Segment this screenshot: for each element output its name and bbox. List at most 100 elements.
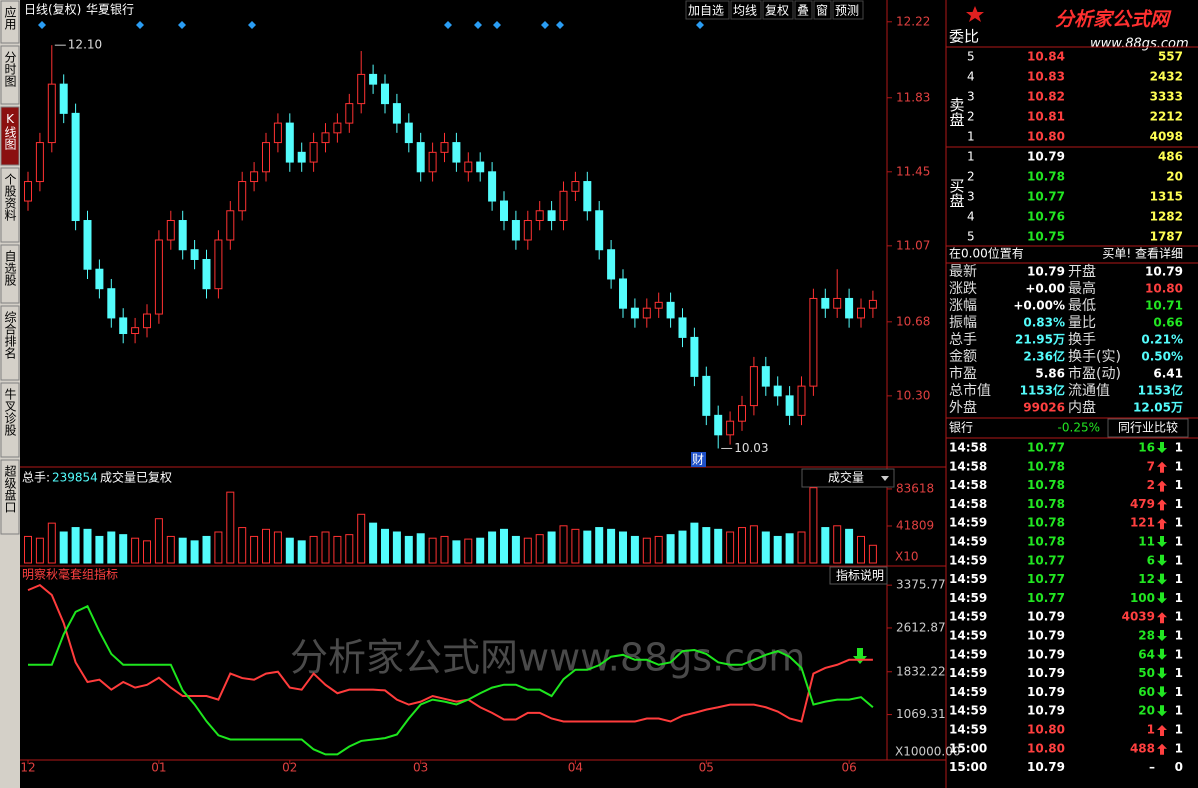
compare-label[interactable]: 同行业比较 [1118,420,1178,435]
book-price: 10.78 [1027,170,1065,184]
sidebar-tab-label[interactable]: 个股资料 [3,173,17,221]
sidebar-tab-label[interactable]: 超级盘口 [3,464,17,513]
toolbar-button-label[interactable]: 加自选 [688,4,724,18]
sidebar-tab[interactable] [0,305,20,381]
toolbar-button[interactable] [762,0,794,20]
tick-arrow-down [1157,667,1167,679]
sidebar-tab[interactable] [0,106,20,166]
stat-value: 6.41 [1153,367,1183,381]
book-volume: 4098 [1150,130,1183,144]
sidebar-tab[interactable] [0,0,20,44]
tick-time: 14:58 [949,441,987,455]
toolbar-button[interactable] [832,0,864,20]
annotation-label: 12.10 [68,38,102,52]
event-icon[interactable] [493,21,501,29]
candle-body [678,317,687,338]
y-tick-label: 1069.31 [896,707,946,721]
volume-bar [583,530,592,564]
sidebar-tab[interactable] [0,244,20,304]
toolbar-button-label[interactable]: 预测 [835,4,859,18]
event-icon[interactable] [474,21,482,29]
stat-label: 市盈(动) [1068,365,1121,382]
candle-body [666,301,675,319]
event-icon[interactable] [178,21,186,29]
candle-body [369,73,378,85]
favorite-star[interactable] [966,6,984,22]
toolbar-button-label[interactable]: 窗 [816,4,828,18]
tick-volume: 60 [1138,685,1155,699]
volume-bar [59,531,68,564]
indicator-help-button[interactable] [829,566,888,585]
candle-body [166,220,175,241]
book-level: 5 [967,230,975,244]
sidebar-tab[interactable] [0,382,20,458]
candle-body [297,151,306,163]
sidebar-tab-label[interactable]: 分时图 [3,51,17,87]
candle-body [71,112,80,222]
stat-label: 换手 [1068,331,1096,348]
toolbar-button-label[interactable]: 均线 [733,4,757,18]
sidebar-tab-label[interactable]: 牛叉诊股 [3,387,17,437]
event-marker-box[interactable] [691,452,706,467]
tick-price: 10.80 [1027,723,1065,737]
indicator-help-label[interactable]: 指标说明 [836,568,884,583]
stat-value: 2.36亿 [1023,349,1065,364]
toolbar-button[interactable] [685,0,730,20]
candle-body [250,171,259,183]
compare-button[interactable] [1107,418,1189,438]
notice-link[interactable]: 买单! 查看详细 [1102,246,1183,261]
candle-body [273,122,282,144]
sidebar-tab-label[interactable]: 自选股 [3,250,17,287]
toolbar-button[interactable] [730,0,762,20]
volume-bar [250,535,259,564]
book-level: 2 [967,110,975,124]
event-icon[interactable] [38,21,46,29]
book-volume: 1282 [1150,210,1183,224]
book-level: 4 [967,210,975,224]
tick-arrow-down [1157,442,1167,453]
toolbar-button[interactable] [794,0,813,20]
volume-bar [35,537,44,564]
event-marker[interactable]: 财 [692,453,704,467]
book-price: 10.75 [1027,230,1065,244]
tick-price: 10.78 [1027,516,1065,530]
event-icon[interactable] [556,21,564,29]
candle-body [630,307,639,319]
candle-body [535,210,544,222]
tick-time: 14:58 [949,459,987,473]
volume-bar [714,528,723,564]
stat-label: 总市值 [949,382,991,399]
volume-selector[interactable] [801,468,895,488]
event-icon[interactable] [136,21,144,29]
toolbar-button-label[interactable]: 叠 [797,4,809,18]
event-icon[interactable] [248,21,256,29]
candle-body [24,181,32,202]
event-icon[interactable] [696,21,704,29]
event-icon[interactable] [444,21,452,29]
candle-body [262,142,270,173]
stat-label: 外盘 [949,399,977,416]
sidebar-tab-label[interactable]: 综合排名 [3,311,17,359]
sidebar-tab-label[interactable]: 应用 [3,5,17,31]
tick-volume: 121 [1130,516,1155,530]
tick-count: 1 [1175,723,1183,737]
dropdown-caret[interactable] [881,476,889,481]
toolbar-button[interactable] [813,0,832,20]
event-icon[interactable] [541,21,549,29]
sidebar-tab-label[interactable]: K线图 [3,112,17,150]
volume-selector-label[interactable]: 成交量 [828,470,864,485]
volume-bar [868,544,877,564]
sector-name: 银行 [949,421,973,435]
toolbar-button-label[interactable]: 复权 [765,4,789,18]
candle-body [404,122,413,144]
candle-body [131,327,140,335]
sidebar-tab[interactable] [0,459,20,535]
y-tick-label: 3375.77 [896,578,946,592]
volume-bar [131,537,140,564]
sidebar-tab[interactable] [0,45,20,105]
candle-body [833,297,842,309]
volume-bar [297,540,306,564]
sidebar-tab[interactable] [0,167,20,243]
candle-body [238,181,247,212]
candle-body [35,142,44,183]
